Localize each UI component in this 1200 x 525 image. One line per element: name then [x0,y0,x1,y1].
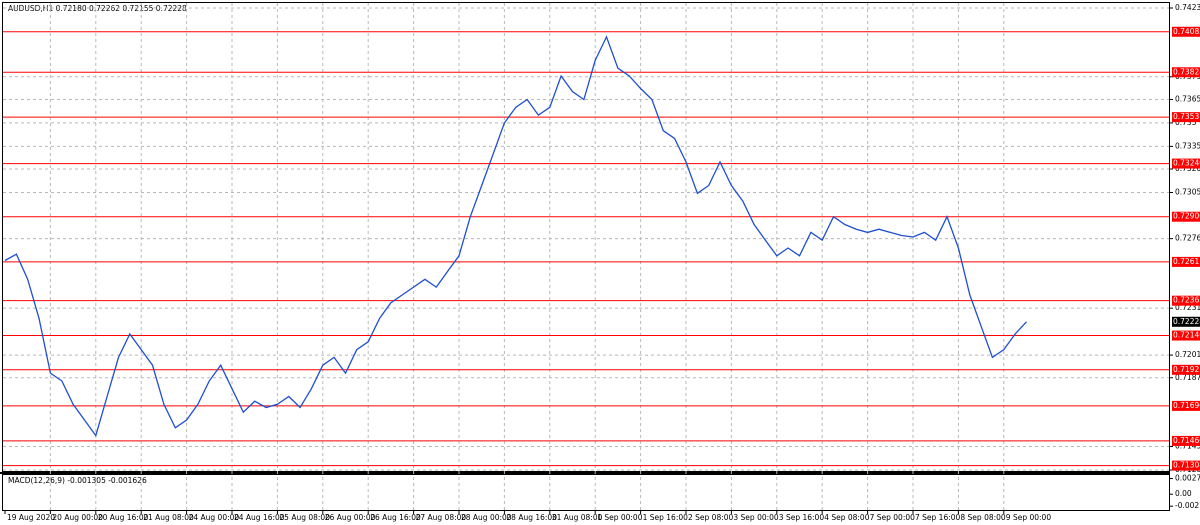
level-label: 0.74083 [1173,27,1200,36]
x-tick-label: 9 Sep 00:00 [1006,513,1052,522]
x-tick-label: 24 Aug 16:00 [234,513,285,522]
level-label-bg [1172,112,1200,123]
symbol-title: AUDUSD,H1 0.72180 0.72262 0.72155 0.7222… [8,4,187,13]
x-tick-label: 1 Sep 00:00 [597,513,643,522]
x-tick-label: 24 Aug 00:00 [189,513,240,522]
level-label-bg [1172,460,1200,471]
x-tick-label: 21 Aug 08:00 [143,513,194,522]
y-tick-label: 0.7143 [1175,442,1200,451]
x-tick-label: 27 Aug 08:00 [416,513,467,522]
level-label-bg [1172,211,1200,222]
level-label: 0.73537 [1173,112,1200,121]
x-tick-label: 26 Aug 00:00 [325,513,376,522]
x-tick-label: 1 Sep 16:00 [643,513,689,522]
current-price-bg [1172,316,1200,327]
level-label: 0.71466 [1173,436,1200,445]
y-tick-label: 0.73055 [1175,187,1200,196]
main-frame [2,2,1170,472]
level-label-bg [1172,26,1200,37]
level-label: 0.72363 [1173,296,1200,305]
x-tick-label: 25 Aug 08:00 [279,513,330,522]
y-tick-label: 0.72315 [1175,303,1200,312]
x-tick-label: 28 Aug 16:00 [506,513,557,522]
level-label: 0.73824 [1173,67,1200,76]
level-label-bg [1172,295,1200,306]
x-tick-label: 28 Aug 00:00 [461,513,512,522]
current-price-label: 0.72228 [1173,317,1200,326]
level-label-bg [1172,256,1200,267]
x-tick-label: 2 Sep 08:00 [688,513,734,522]
y-tick-label: 0.7365 [1175,94,1200,103]
y-tick-label: 0.74235 [1175,3,1200,12]
level-label-bg [1172,67,1200,78]
y-tick-label: 0.72015 [1175,350,1200,359]
macd-frame [2,474,1170,511]
level-label: 0.71308 [1173,461,1200,470]
x-tick-label: 8 Sep 08:00 [960,513,1006,522]
level-label: 0.72611 [1173,257,1200,266]
x-tick-label: 7 Sep 00:00 [870,513,916,522]
level-label-bg [1172,435,1200,446]
x-tick-label: 4 Sep 08:00 [824,513,870,522]
x-tick-label: 26 Aug 16:00 [370,513,421,522]
level-label-bg [1172,330,1200,341]
y-tick-label: 0.735 [1175,118,1197,127]
y-tick-label: 0.7187 [1175,373,1200,382]
x-tick-label: 19 Aug 2020 [7,513,55,522]
macd-tick-label: 0.002754 [1175,474,1200,483]
level-label: 0.71921 [1173,365,1200,374]
x-tick-label: 31 Aug 08:00 [552,513,603,522]
price-line [4,35,1027,438]
x-tick-label: 7 Sep 16:00 [915,513,961,522]
y-tick-label: 0.7276 [1175,234,1200,243]
x-tick-label: 20 Aug 16:00 [98,513,149,522]
level-label-bg [1172,364,1200,375]
y-tick-label: 0.7335 [1175,141,1200,150]
x-tick-label: 20 Aug 00:00 [52,513,103,522]
level-label-bg [1172,400,1200,411]
level-label-bg [1172,158,1200,169]
x-tick-label: 3 Sep 00:00 [733,513,779,522]
macd-tick-label: 0.00 [1175,489,1192,498]
x-tick-label: 3 Sep 16:00 [779,513,825,522]
macd-tick-label: -0.00210 [1175,501,1200,510]
macd-title: MACD(12,26,9) -0.001305 -0.001626 [8,476,147,485]
